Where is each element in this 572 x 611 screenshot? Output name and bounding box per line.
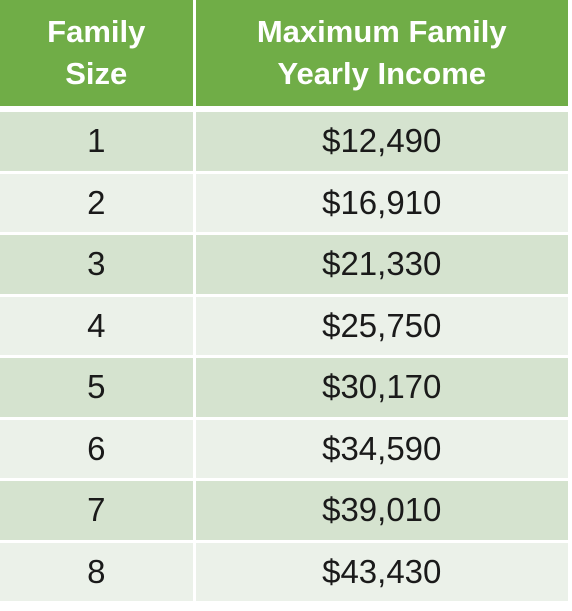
family-size-cell: 7	[0, 479, 196, 543]
family-size-cell: 4	[0, 295, 196, 358]
table-row: 4 $25,750	[0, 295, 568, 358]
header-max-income-line1: Maximum Family	[256, 14, 507, 49]
table-row: 7 $39,010	[0, 479, 568, 543]
table-row: 2 $16,910	[0, 172, 568, 235]
family-size-cell: 1	[0, 109, 196, 174]
family-size-cell: 2	[0, 172, 196, 235]
header-max-income-line2: Yearly Income	[277, 56, 486, 91]
header-family-size-line2: Size	[65, 56, 128, 91]
family-size-cell: 5	[0, 356, 196, 420]
table-row: 1 $12,490	[0, 109, 568, 174]
table-row: 5 $30,170	[0, 356, 568, 420]
income-cell: $39,010	[194, 479, 568, 543]
income-cell: $25,750	[194, 295, 568, 358]
header-family-size-line1: Family	[47, 14, 146, 49]
table-row: 3 $21,330	[0, 233, 568, 297]
income-cell: $12,490	[194, 109, 568, 174]
income-cell: $43,430	[194, 541, 568, 604]
income-cell: $30,170	[194, 356, 568, 420]
income-cell: $34,590	[194, 418, 568, 481]
header-family-size: Family Size	[0, 0, 196, 112]
income-cell: $21,330	[194, 233, 568, 297]
table-row: 6 $34,590	[0, 418, 568, 481]
family-size-cell: 3	[0, 233, 196, 297]
table-header-row: Family Size Maximum Family Yearly Income	[0, 0, 568, 112]
header-max-income: Maximum Family Yearly Income	[194, 0, 568, 112]
family-size-cell: 6	[0, 418, 196, 481]
income-cell: $16,910	[194, 172, 568, 235]
table-row: 8 $43,430	[0, 541, 568, 604]
family-size-cell: 8	[0, 541, 196, 604]
